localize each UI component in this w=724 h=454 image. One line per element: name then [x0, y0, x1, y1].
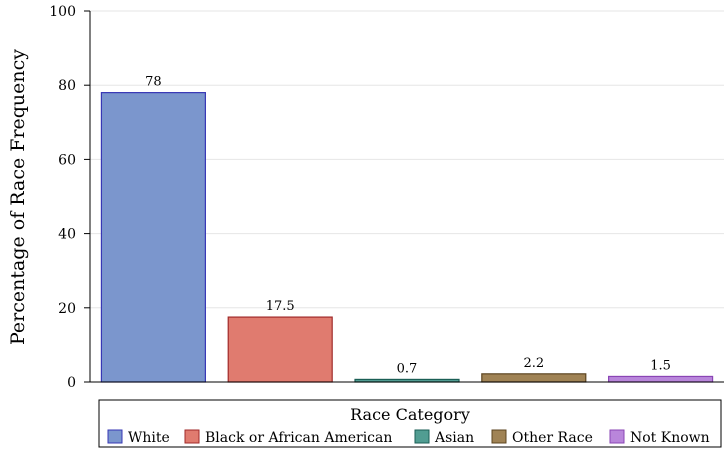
legend: Race Category White Black or African Amer… — [98, 399, 722, 448]
bar-value-label: 17.5 — [266, 299, 295, 314]
bar-other-race — [481, 373, 587, 383]
y-axis-label: Percentage of Race Frequency — [7, 49, 29, 345]
legend-entries: White Black or African American Asian Other… — [107, 429, 710, 446]
y-axis — [89, 11, 724, 383]
legend-entry-label: Not Known — [630, 430, 710, 446]
bar-value-label: 0.7 — [397, 361, 418, 376]
legend-title: Race Category — [350, 405, 470, 424]
legend-entry-label: Asian — [434, 430, 474, 446]
legend-entry-label: Black or African American — [205, 430, 392, 446]
y-tick-label: 40 — [58, 227, 76, 243]
bar-value-label: 2.2 — [523, 356, 544, 371]
legend-swatch — [609, 429, 625, 444]
value-label-layer: 78 17.5 0.7 2.2 1.5 — [145, 75, 671, 377]
y-tick-label: 80 — [58, 78, 76, 94]
bar-not-known — [608, 375, 714, 383]
bar-value-label: 1.5 — [650, 358, 671, 373]
legend-swatch — [184, 429, 200, 444]
legend-entry-label: Other Race — [512, 430, 593, 446]
y-tick-label: 60 — [58, 152, 76, 168]
y-tick-layer: 0 20 40 60 80 100 — [49, 4, 90, 391]
legend-swatch — [491, 429, 507, 444]
y-tick-label: 20 — [58, 301, 76, 317]
y-tick-label: 100 — [49, 4, 76, 20]
legend-entry-label: White — [128, 430, 170, 446]
y-tick-label: 0 — [67, 375, 76, 391]
bar-white — [100, 92, 206, 383]
legend-swatch — [107, 429, 123, 444]
bar-black-or-african-american — [227, 316, 333, 383]
bar-value-label: 78 — [145, 75, 162, 90]
bar-layer — [100, 92, 714, 383]
legend-swatch — [414, 429, 430, 444]
